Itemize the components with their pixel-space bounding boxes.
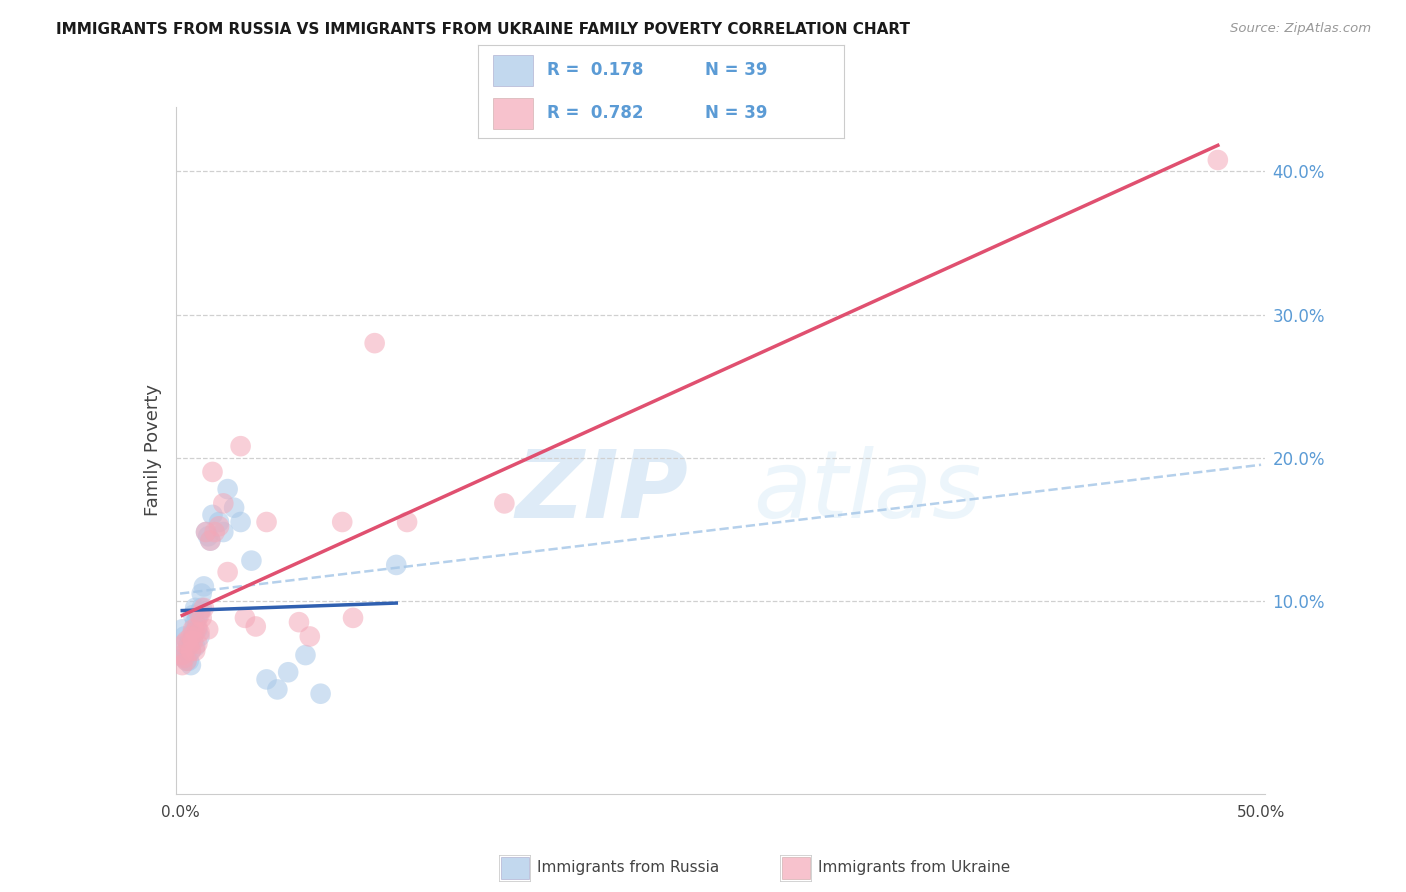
Point [1206,153,1229,167]
Text: Immigrants from Russia: Immigrants from Russia [537,861,720,875]
Text: Immigrants from Ukraine: Immigrants from Ukraine [818,861,1011,875]
Point [180,644,202,658]
Point [266,682,288,697]
Point [173,651,195,665]
Point [363,336,385,351]
Point [229,515,252,529]
Point [172,648,194,662]
Point [176,644,198,658]
Text: atlas: atlas [754,446,981,537]
Point [224,500,246,515]
Point [184,625,207,640]
Y-axis label: Family Poverty: Family Poverty [143,384,162,516]
Point [172,658,194,673]
Point [188,630,211,644]
Point [186,619,208,633]
Point [201,508,224,522]
Point [188,625,211,640]
Point [212,524,235,539]
Point [256,515,278,529]
Point [193,579,215,593]
Point [176,654,198,668]
Point [494,496,516,510]
Point [256,673,278,687]
Point [245,619,267,633]
Point [188,607,211,622]
Point [180,633,202,648]
Point [177,654,200,668]
Point [180,644,202,658]
Point [208,515,231,529]
Point [193,600,215,615]
Point [188,605,211,619]
Text: ZIP: ZIP [515,446,688,538]
Point [288,615,311,630]
Point [309,687,332,701]
Point [186,623,208,637]
Point [186,611,208,625]
Point [342,611,364,625]
Point [184,644,207,658]
Point [233,611,256,625]
Text: Source: ZipAtlas.com: Source: ZipAtlas.com [1230,22,1371,36]
Point [173,630,195,644]
FancyBboxPatch shape [501,857,529,879]
Point [294,648,316,662]
Point [172,640,194,654]
Point [212,496,235,510]
Point [201,465,224,479]
Point [176,633,198,648]
Point [177,637,200,651]
Point [184,615,207,630]
Text: IMMIGRANTS FROM RUSSIA VS IMMIGRANTS FROM UKRAINE FAMILY POVERTY CORRELATION CHA: IMMIGRANTS FROM RUSSIA VS IMMIGRANTS FRO… [56,22,910,37]
Point [240,554,263,568]
Point [172,623,194,637]
Point [208,519,231,533]
Point [173,651,195,665]
Point [184,640,207,654]
Point [396,515,419,529]
Point [176,654,198,668]
Point [217,482,239,496]
Text: N = 39: N = 39 [704,104,768,122]
Text: N = 39: N = 39 [704,61,768,78]
Point [229,439,252,453]
Point [200,533,222,548]
Text: R =  0.782: R = 0.782 [547,104,644,122]
Point [180,630,202,644]
Point [217,565,239,579]
Point [195,524,218,539]
Point [181,607,204,622]
Point [195,524,218,539]
FancyBboxPatch shape [492,98,533,129]
Point [330,515,353,529]
Point [298,630,321,644]
Point [181,623,204,637]
Point [180,658,202,673]
Point [204,524,226,539]
Point [190,600,212,615]
Point [190,611,212,625]
Point [200,533,222,548]
Point [385,558,408,572]
Point [173,637,195,651]
Point [197,623,219,637]
Point [177,640,200,654]
FancyBboxPatch shape [782,857,810,879]
Point [186,637,208,651]
Point [181,625,204,640]
FancyBboxPatch shape [492,55,533,86]
Point [184,600,207,615]
Point [197,529,219,543]
Point [190,586,212,600]
Point [277,665,299,680]
Point [181,633,204,648]
Text: R =  0.178: R = 0.178 [547,61,644,78]
